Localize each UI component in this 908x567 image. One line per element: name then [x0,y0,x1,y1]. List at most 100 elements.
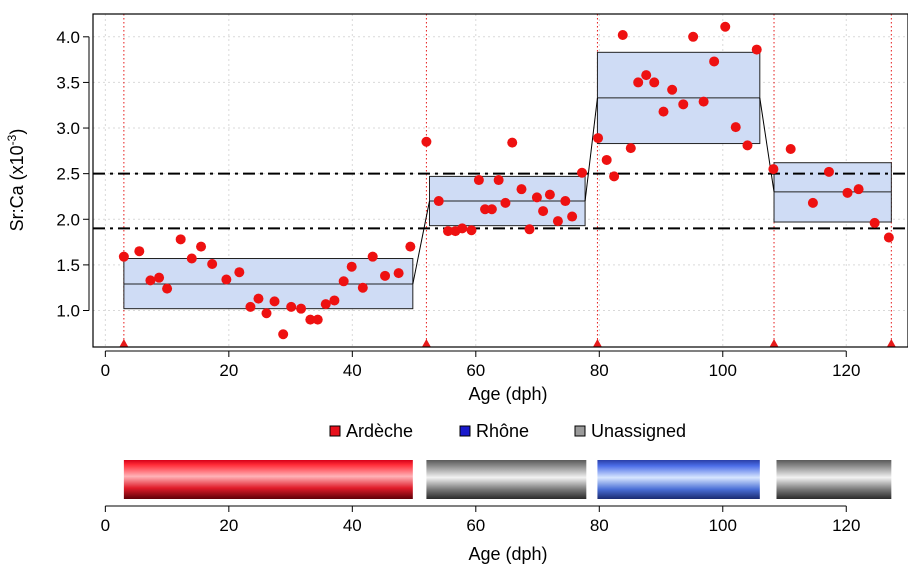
x-tick-label: 20 [219,516,238,535]
breakpoint-marker [119,339,129,347]
data-point [577,167,587,178]
legend-swatch [329,425,341,437]
data-point [278,329,289,340]
data-point [531,192,542,203]
segment-connector [412,200,430,285]
data-point [649,77,660,88]
data-point [296,303,307,314]
data-point [305,314,316,325]
data-point [507,137,518,148]
data-point [516,184,527,195]
data-point [338,276,349,287]
assignment-bar [426,460,587,499]
data-point [486,204,497,215]
data-point [720,21,731,32]
data-point [207,258,218,269]
data-point [524,224,535,235]
data-point [221,274,232,285]
legend-label: Unassigned [591,421,686,441]
x-tick-label: 40 [343,361,362,380]
data-point [421,136,432,147]
data-point [162,283,173,294]
assignment-bar [776,460,892,499]
data-points [118,21,894,340]
x-tick-label: 40 [343,516,362,535]
x-tick-label: 80 [590,516,609,535]
data-point [320,299,331,310]
data-point [234,267,245,278]
data-point [329,295,340,306]
data-point [175,234,186,245]
data-point [357,282,368,293]
data-point [261,308,272,319]
data-point [245,301,256,312]
data-point [253,293,264,304]
x-axis-label-top: Age (dph) [468,384,547,404]
y-tick-label: 4.0 [56,28,80,47]
x-tick-label: 0 [101,361,110,380]
x-tick-label: 120 [832,516,860,535]
data-point [688,31,699,42]
y-tick-label: 2.0 [56,210,80,229]
y-tick-label: 1.0 [56,302,80,321]
y-tick-label: 2.5 [56,165,80,184]
data-point [593,133,604,144]
y-tick-label: 3.5 [56,73,80,92]
data-point [601,154,612,165]
data-point [658,106,669,117]
data-point [617,29,628,40]
data-point [742,140,753,151]
data-point [380,270,391,281]
breakpoint-marker [592,339,602,347]
data-point [807,197,818,208]
data-point [751,44,762,55]
x-tick-label: 60 [466,361,485,380]
x-tick-label: 0 [101,516,110,535]
x-tick-label: 120 [832,361,860,380]
legend-swatch [574,425,586,437]
data-point [842,187,853,198]
data-point [466,225,477,236]
breakpoint-marker [421,339,431,347]
segment-connector [584,97,598,202]
y-axis-label: Sr:Ca (x10-3) [5,129,27,232]
data-point [145,275,156,286]
x-axis-top: 0 20 40 60 80 100 120 [101,350,860,380]
data-point [869,217,880,228]
data-point [393,268,404,279]
data-point [633,77,644,88]
data-point [196,241,207,252]
data-point [853,184,864,195]
data-point [609,171,620,182]
data-point [367,251,378,262]
data-point [698,96,709,107]
data-point [538,206,549,217]
x-tick-label: 100 [709,516,737,535]
data-point [500,197,511,208]
data-point [667,84,678,95]
data-point [433,196,444,207]
data-point [118,251,129,262]
data-point [560,196,571,207]
assignment-bar [123,460,413,499]
data-point [134,246,145,257]
breakpoint-markers [119,339,896,347]
breakpoint-marker [886,339,896,347]
data-point [473,175,484,186]
y-axis: 1.0 1.5 2.0 2.5 3.0 3.5 4.0 [56,28,90,321]
data-point [552,216,563,227]
x-tick-label: 100 [709,361,737,380]
breakpoint-marker [769,339,779,347]
data-point [823,166,834,177]
data-point [544,189,555,200]
data-point [154,272,165,283]
data-point [768,164,779,175]
data-point [457,223,468,234]
legend-label: Ardèche [346,421,413,441]
data-point [346,261,357,272]
data-point [641,70,652,81]
data-point [785,144,796,155]
data-point [709,56,720,67]
data-point [567,211,578,222]
